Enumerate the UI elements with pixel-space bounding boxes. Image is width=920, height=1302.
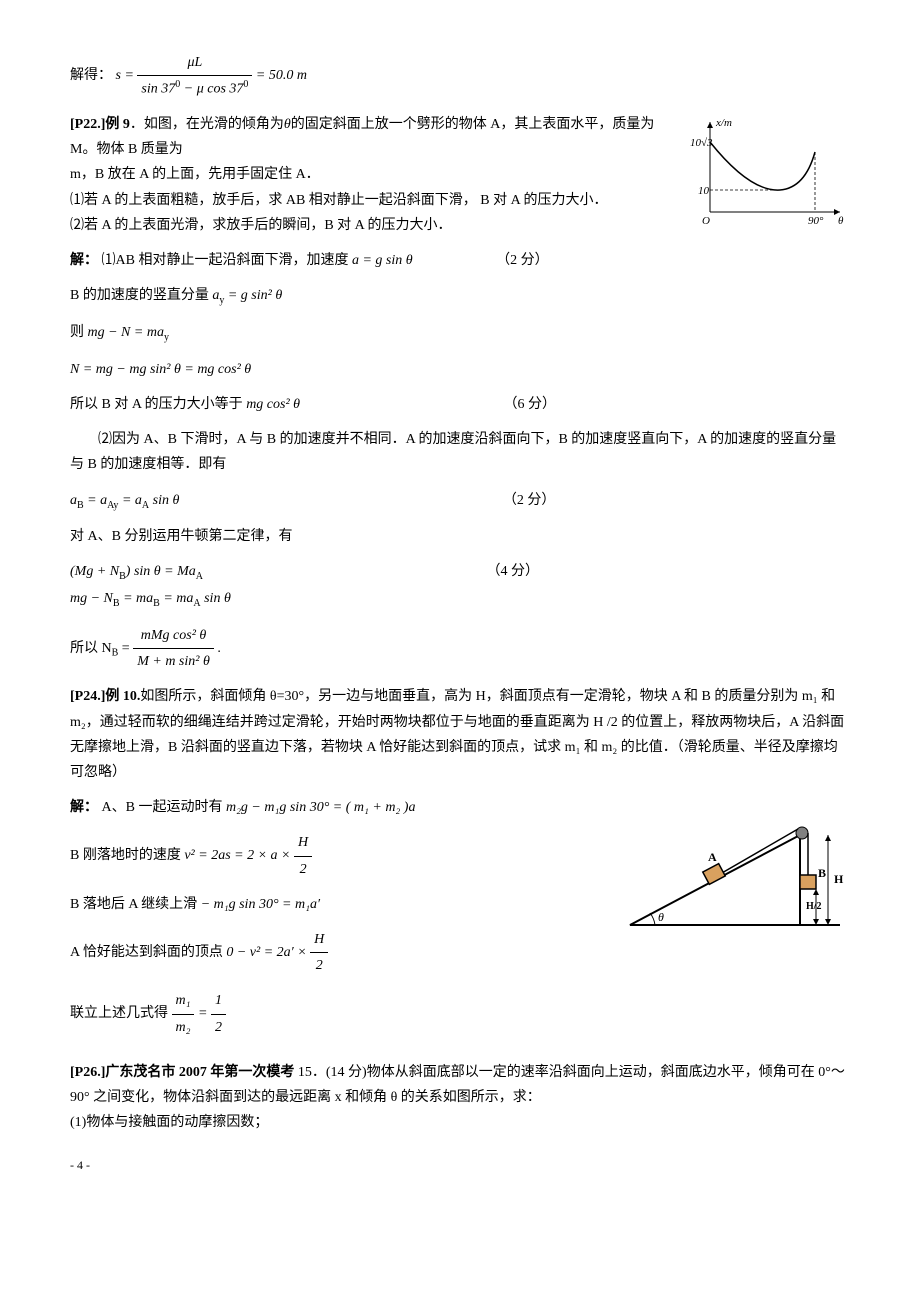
equation: s = μL sin 370 − μ cos 370 = 50.0 m — [116, 50, 307, 102]
p26-stem: [P26.]广东茂名市 2007 年第一次模考 15．(14 分)物体从斜面底部… — [70, 1060, 850, 1136]
p22-ay: B 的加速度的竖直分量 ay = g sin² θ — [70, 283, 850, 310]
solve-prefix: 解得： — [70, 68, 112, 83]
svg-text:A: A — [708, 850, 717, 864]
y-tick-2: 10 — [698, 185, 710, 197]
p22-q2: ⑵若 A 的上表面光滑，求放手后的瞬间，B 对 A 的压力大小． — [70, 218, 452, 233]
svg-text:H: H — [834, 872, 844, 886]
incline-svg: θ A B H H/2 — [610, 805, 850, 945]
svg-text:H/2: H/2 — [806, 901, 822, 912]
points-4: （4 分） — [487, 559, 540, 584]
p26-q1: (1)物体与接触面的动摩擦因数； — [70, 1115, 268, 1130]
y-tick-1: 10√3 — [690, 137, 713, 149]
x-tick: 90° — [808, 215, 824, 227]
xlabel: θ — [838, 215, 844, 227]
p22-ans1: 解： ⑴AB 相对静止一起沿斜面下滑，加速度 a = g sin θ （2 分） — [70, 248, 850, 273]
p22-conclusion: 所以 B 对 A 的压力大小等于 mg cos² θ （6 分） — [70, 392, 850, 417]
p22-aB: aB = aAy = aA sin θ （2 分） — [70, 488, 850, 515]
p22-mg: 则 mg − N = may — [70, 320, 850, 347]
p22-q1: ⑴若 A 的上表面粗糙，放手后，求 AB 相对静止一起沿斜面下滑， B 对 A … — [70, 193, 607, 208]
p24-header: [P24.]例 10. — [70, 689, 140, 704]
p22-N: N = mg − mg sin² θ = mg cos² θ — [70, 357, 850, 382]
fraction: μL sin 370 − μ cos 370 — [137, 50, 252, 102]
p22-system: (Mg + NB) sin θ = MaA （4 分） mg − NB = ma… — [70, 559, 850, 613]
p24-stem: [P24.]例 10.如图所示，斜面倾角 θ=30°，另一边与地面垂直，高为 H… — [70, 684, 850, 785]
incline-diagram: θ A B H H/2 — [610, 805, 850, 954]
p24-ratio: 联立上述几式得 m₁ m₂ = 1 2 — [70, 988, 850, 1039]
svg-text:B: B — [818, 866, 826, 880]
graph-figure: 10√3 10 90° O θ x/m — [690, 112, 850, 241]
p22-newton-text: 对 A、B 分别运用牛顿第二定律，有 — [70, 524, 850, 549]
page-number: - 4 - — [70, 1155, 850, 1177]
points-2: （2 分） — [496, 248, 549, 273]
graph-svg: 10√3 10 90° O θ x/m — [690, 112, 850, 232]
p22-final: 所以 NB = mMg cos² θ M + m sin² θ . — [70, 623, 850, 674]
p22-part2-text: ⑵因为 A、B 下滑时，A 与 B 的加速度并不相同．A 的加速度沿斜面向下，B… — [70, 427, 850, 477]
origin: O — [702, 215, 710, 227]
ylabel: x/m — [715, 117, 732, 129]
points-2b: （2 分） — [503, 488, 556, 513]
svg-text:θ: θ — [658, 910, 664, 924]
p26-header: [P26.]广东茂名市 2007 年第一次模考 — [70, 1065, 294, 1080]
solution-equation-top: 解得： s = μL sin 370 − μ cos 370 = 50.0 m — [70, 50, 850, 102]
p22-header: [P22.]例 9 — [70, 117, 130, 132]
points-6: （6 分） — [504, 392, 557, 417]
